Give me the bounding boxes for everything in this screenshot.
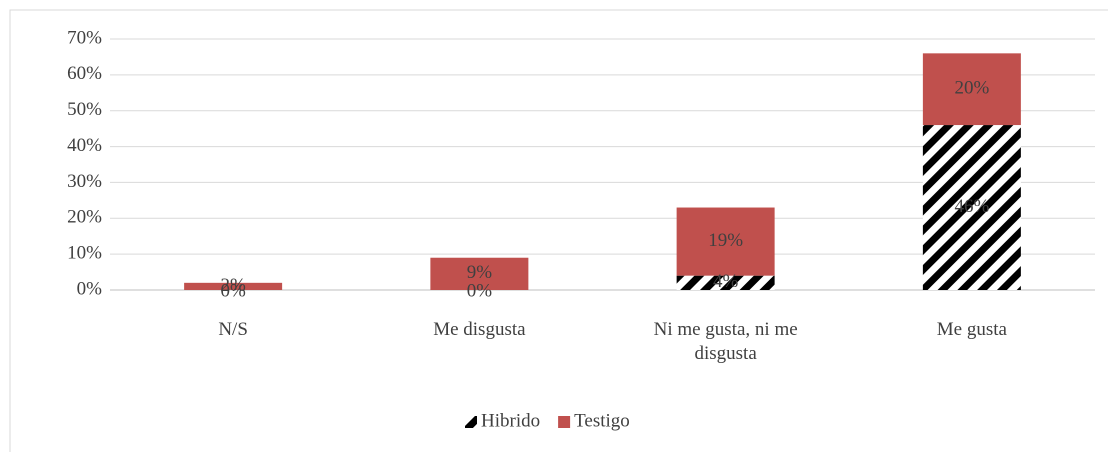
data-label: 9% xyxy=(467,262,493,283)
y-tick-label: 50% xyxy=(67,99,102,120)
legend-swatch xyxy=(558,416,571,428)
legend-label: Hibrido xyxy=(481,410,540,431)
y-tick-label: 40% xyxy=(67,135,102,156)
data-label: 0% xyxy=(467,280,493,301)
x-tick-label: Me gusta xyxy=(936,319,1007,340)
data-label: 0% xyxy=(220,280,246,301)
bar-segment xyxy=(184,282,283,290)
y-tick-label: 30% xyxy=(67,171,102,192)
y-tick-label: 70% xyxy=(67,27,102,48)
x-tick-label: Ni me gusta, ni me disgusta xyxy=(653,319,798,364)
bar-segment xyxy=(676,207,775,276)
data-label: 2% xyxy=(220,275,246,296)
legend-swatch xyxy=(465,416,477,428)
data-label: 19% xyxy=(708,230,743,251)
y-tick-label: 0% xyxy=(77,278,103,299)
bar-segment xyxy=(922,53,1021,126)
y-tick-label: 10% xyxy=(67,243,102,264)
data-label: 4% xyxy=(713,271,739,292)
x-tick-label: N/S xyxy=(218,319,248,340)
x-tick-label: Me disgusta xyxy=(433,319,526,340)
y-tick-label: 20% xyxy=(67,207,102,228)
bar-segment xyxy=(922,125,1021,290)
bar-segment xyxy=(430,257,529,290)
y-tick-label: 60% xyxy=(67,63,102,84)
bar-segment xyxy=(676,275,775,290)
legend-label: Testigo xyxy=(574,410,630,431)
chart-border xyxy=(9,9,1108,452)
data-label: 20% xyxy=(954,78,989,99)
data-label: 46% xyxy=(954,196,989,217)
